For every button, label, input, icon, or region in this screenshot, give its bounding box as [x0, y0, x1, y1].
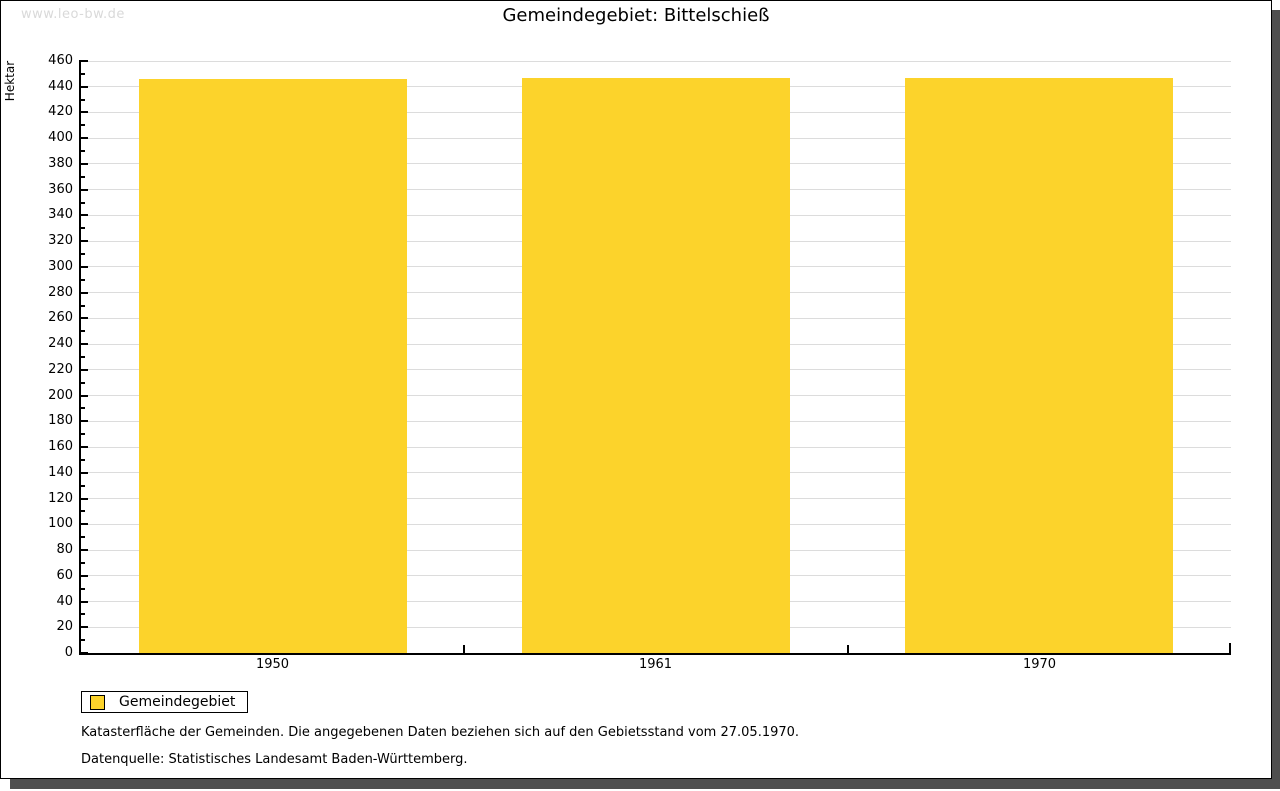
y-minor-tick: [81, 227, 85, 230]
y-major-tick: [81, 523, 88, 526]
x-axis-end-cap: [1229, 643, 1231, 653]
y-tick-label: 120: [48, 490, 73, 506]
chart-frame: www.leo-bw.de Gemeindegebiet: Bittelschi…: [0, 0, 1272, 779]
y-minor-tick: [81, 304, 85, 307]
y-tick-label: 360: [48, 181, 73, 197]
y-major-tick: [81, 85, 88, 88]
y-tick-label: 440: [48, 78, 73, 94]
y-tick-label: 140: [48, 464, 73, 480]
y-major-tick: [81, 291, 88, 294]
y-tick-label: 340: [48, 207, 73, 223]
y-minor-tick: [81, 381, 85, 384]
y-major-tick: [81, 137, 88, 140]
y-tick-label: 300: [48, 258, 73, 274]
y-minor-tick: [81, 587, 85, 590]
y-major-tick: [81, 317, 88, 320]
bar: [139, 79, 407, 653]
y-minor-tick: [81, 150, 85, 153]
footnote-source-description: Katasterfläche der Gemeinden. Die angege…: [81, 725, 800, 740]
y-tick-label: 220: [48, 361, 73, 377]
y-minor-tick: [81, 484, 85, 487]
y-major-tick: [81, 214, 88, 217]
y-tick-label: 20: [56, 619, 73, 635]
legend-label: Gemeindegebiet: [119, 694, 236, 710]
y-minor-tick: [81, 98, 85, 101]
y-minor-tick: [81, 201, 85, 204]
y-minor-tick: [81, 175, 85, 178]
y-minor-tick: [81, 639, 85, 642]
y-major-tick: [81, 600, 88, 603]
y-tick-label: 420: [48, 104, 73, 120]
y-minor-tick: [81, 356, 85, 358]
y-major-tick: [81, 549, 88, 552]
y-minor-tick: [81, 458, 85, 461]
y-tick-label: 40: [56, 593, 73, 609]
y-major-tick: [81, 394, 88, 397]
x-category-label: 1961: [638, 657, 673, 672]
y-major-tick: [81, 188, 88, 191]
y-minor-tick: [81, 124, 85, 127]
bar: [522, 78, 790, 653]
x-axis-line: [79, 653, 1231, 655]
x-category-label: 1970: [1022, 657, 1057, 672]
y-tick-label: 60: [56, 567, 73, 583]
legend-color-swatch: [90, 694, 105, 710]
x-boundary-tick: [847, 645, 849, 653]
y-tick-label: 280: [48, 284, 73, 300]
watermark-text: www.leo-bw.de: [21, 7, 125, 22]
bar: [905, 78, 1173, 653]
y-minor-tick: [81, 407, 85, 410]
y-tick-label: 0: [64, 645, 73, 660]
y-major-tick: [81, 626, 88, 629]
y-minor-tick: [81, 613, 85, 616]
x-boundary-tick: [463, 645, 465, 653]
y-tick-label: 240: [48, 336, 73, 352]
footnote-data-source: Datenquelle: Statistisches Landesamt Bad…: [81, 752, 468, 767]
y-axis-line: [79, 60, 81, 654]
y-tick-label: 380: [48, 155, 73, 171]
y-minor-tick: [81, 433, 85, 436]
legend: Gemeindegebiet: [81, 691, 249, 713]
y-tick-label: 160: [48, 439, 73, 455]
y-minor-tick: [81, 330, 85, 333]
y-major-tick: [81, 265, 88, 268]
y-major-tick: [81, 60, 88, 62]
y-major-tick: [81, 111, 88, 114]
y-major-tick: [81, 343, 88, 346]
y-minor-tick: [81, 253, 85, 256]
y-minor-tick: [81, 536, 85, 539]
y-tick-label: 460: [48, 53, 73, 68]
y-tick-label: 320: [48, 233, 73, 249]
y-tick-label: 400: [48, 130, 73, 146]
bar-chart-plot-area: 0 20 40 60 80 100 120 140 160 180 200 220 240 260 280 3…: [48, 53, 1231, 672]
y-minor-tick: [81, 561, 85, 564]
y-minor-tick: [81, 510, 85, 513]
y-major-tick: [81, 240, 88, 243]
y-major-tick: [81, 446, 88, 449]
chart-title: Gemeindegebiet: Bittelschieß: [502, 5, 770, 26]
y-tick-label: 200: [48, 387, 73, 403]
y-gridline: [81, 60, 1231, 62]
y-major-tick: [81, 497, 88, 500]
y-tick-label: 100: [48, 516, 73, 532]
y-major-tick: [81, 471, 88, 474]
y-major-tick: [81, 162, 88, 165]
x-category-label: 1950: [255, 657, 290, 672]
y-tick-label: 260: [48, 310, 73, 326]
y-major-tick: [81, 368, 88, 371]
y-major-tick: [81, 420, 88, 423]
y-major-tick: [81, 652, 88, 654]
y-tick-label: 80: [56, 542, 73, 558]
y-minor-tick: [81, 278, 85, 281]
y-major-tick: [81, 574, 88, 577]
y-tick-label: 180: [48, 413, 73, 429]
y-minor-tick: [81, 72, 85, 75]
